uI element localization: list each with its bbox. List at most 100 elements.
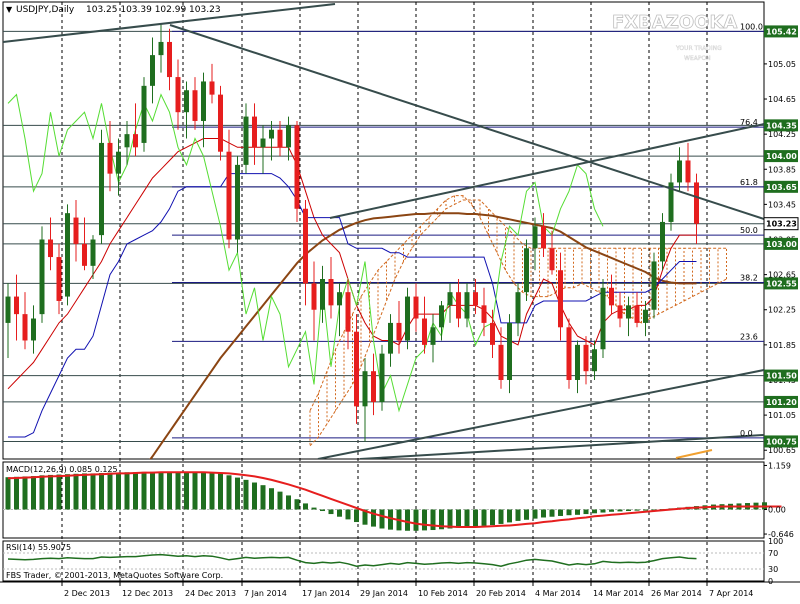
time-axis-label: 4 Mar 2014 [535,589,581,598]
macd-histogram-bar [260,485,266,510]
candle-body [286,125,291,148]
candle-body [541,226,546,249]
rsi-panel-frame [2,540,765,582]
price-level-tag-label: 102.55 [766,279,797,288]
macd-histogram-bar [507,509,512,523]
candle-body [133,134,138,148]
candle-body [379,353,385,402]
candle-body [303,208,308,284]
copyright-text: FBS Trader, © 2001-2013, MetaQuotes Soft… [6,571,223,580]
trend-line [317,369,764,459]
candle-body [337,292,342,306]
candle-body [39,239,45,315]
rsi-label: RSI(14) 55.9075 [6,543,71,552]
rsi-axis-label: 70 [768,549,778,558]
trend-line [329,123,764,219]
fib-level-label: 38.2 [740,274,758,283]
time-axis-label: 2 Dec 2013 [64,589,110,598]
price-axis-label: 101.05 [768,411,796,420]
price-level-tag [764,237,798,250]
candle-body [600,287,606,350]
time-axis-label: 14 Mar 2014 [593,589,644,598]
macd-histogram-bar [490,509,495,526]
macd-histogram-bar [56,474,62,510]
candle-body [447,292,453,306]
trend-line [169,24,764,220]
price-axis-label: 102.65 [768,271,796,280]
candle-body [277,129,283,148]
price-axis-label: 103.45 [768,200,796,209]
time-axis-label: 26 Mar 2014 [651,589,702,598]
candle-body [294,125,300,209]
macd-histogram-bar [456,509,461,528]
candle-body [243,116,249,165]
candle-body [99,142,104,236]
time-axis-label: 7 Apr 2014 [709,589,753,598]
macd-histogram-bar [592,509,597,514]
candle-body [192,90,198,121]
macd-histogram-bar [541,509,546,518]
candle-body [660,221,665,262]
price-level-tag-label: 103.65 [766,183,797,192]
macd-histogram-bar [575,509,580,515]
chikou-span-line [7,93,604,413]
projection-line [675,449,713,459]
macd-histogram-bar [218,473,223,510]
candle-body [320,279,325,310]
candle-body [82,243,87,266]
price-level-tag-label: 103.23 [766,220,797,229]
candle-body [107,142,113,174]
macd-histogram-bar [252,482,257,510]
macd-histogram-bar [90,473,96,510]
macd-histogram-bar [413,509,419,531]
macd-histogram-bar [388,509,393,530]
price-level-tag [764,119,798,132]
macd-histogram-bar [600,509,606,513]
macd-histogram-bar [235,477,240,510]
candle-body [175,77,181,113]
candle-body [31,318,36,341]
rsi-line [7,553,697,567]
candle-body [532,226,538,249]
macd-histogram-bar [303,503,308,510]
price-level-tag [764,25,798,38]
candle-body [124,134,130,148]
price-axis-label: 104.65 [768,95,796,104]
time-axis-label: 20 Feb 2014 [476,589,526,598]
macd-histogram-bar [201,472,206,510]
macd-histogram-bar [515,509,521,521]
candle-body [490,322,495,345]
price-axis-label: 102.25 [768,306,796,315]
macd-histogram-bar [116,472,121,510]
candle-body [481,305,487,323]
candle-body [48,239,53,258]
candle-body [184,90,189,113]
macd-histogram-bar [371,509,376,527]
ma-line [149,212,697,459]
chart-ohlc-values: 103.25 103.39 102.99 103.23 [86,5,221,15]
price-level-tag-label: 100.75 [766,437,797,446]
macd-axis-label: -0.646 [768,530,794,539]
candle-body [583,344,589,372]
price-level-tag-label: 104.35 [766,121,797,130]
candle-body [141,85,147,143]
trend-line [3,3,336,43]
brand-tagline-1: YOUR TRADING [675,45,722,52]
candle-body [260,138,266,148]
candle-body [507,322,512,380]
macd-histogram-bar [73,473,79,510]
price-level-tag [764,395,798,408]
price-axis-label: 101.85 [768,341,796,350]
macd-histogram-bar [354,509,359,523]
time-axis-label: 12 Dec 2013 [122,589,173,598]
macd-histogram-bar [226,475,232,510]
candle-body [362,371,368,407]
macd-histogram-bar [524,509,529,520]
candle-body [73,217,79,244]
price-level-tag-label: 104.00 [766,152,797,161]
macd-histogram-bar [422,509,427,531]
macd-histogram-bar [22,476,28,510]
candle-body [150,55,155,86]
macd-histogram-bar [277,491,283,510]
